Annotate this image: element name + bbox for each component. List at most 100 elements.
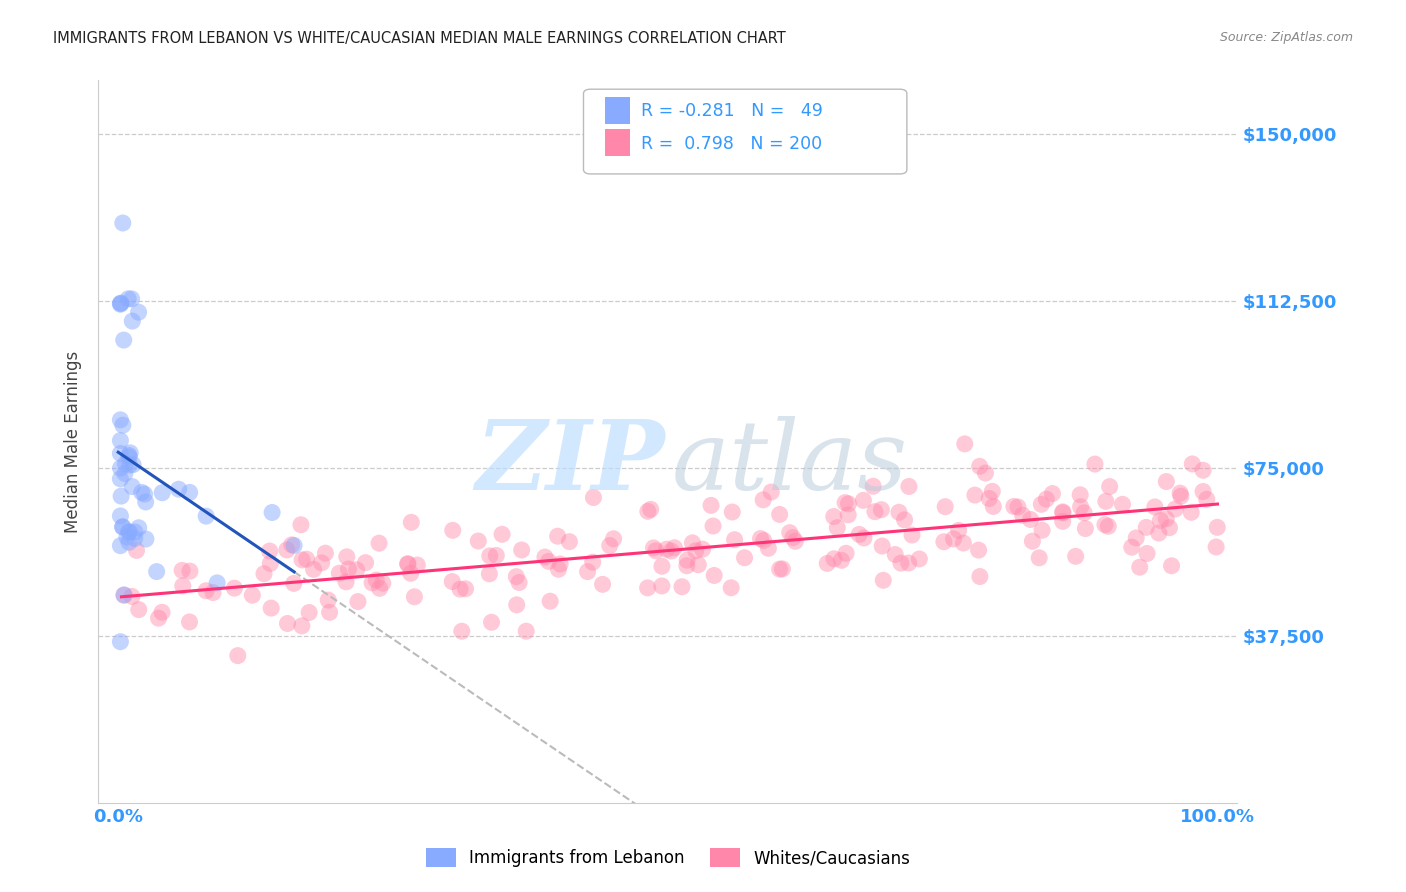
Point	[758, 541, 780, 556]
Point	[260, 601, 283, 615]
Point	[1064, 549, 1087, 564]
Legend: Immigrants from Lebanon, Whites/Caucasians: Immigrants from Lebanon, Whites/Caucasia…	[419, 841, 917, 874]
Point	[1192, 463, 1215, 477]
Point	[637, 504, 659, 518]
Point	[118, 458, 141, 472]
Point	[110, 508, 132, 523]
Point	[150, 605, 173, 619]
Point	[110, 446, 132, 460]
Point	[1074, 522, 1097, 536]
Point	[515, 624, 537, 639]
Point	[135, 532, 157, 546]
Point	[290, 517, 312, 532]
Point	[720, 581, 742, 595]
Point	[749, 532, 772, 546]
Point	[942, 532, 965, 546]
Text: atlas: atlas	[671, 417, 907, 510]
Point	[110, 539, 132, 553]
Point	[893, 513, 915, 527]
Point	[963, 488, 986, 502]
Point	[111, 216, 134, 230]
Point	[110, 489, 132, 503]
Point	[114, 457, 136, 471]
Point	[110, 461, 132, 475]
Point	[1097, 519, 1119, 533]
Point	[179, 485, 201, 500]
Point	[897, 556, 920, 570]
Point	[172, 579, 194, 593]
Point	[283, 576, 305, 591]
Point	[121, 314, 143, 328]
Point	[318, 605, 340, 619]
Point	[111, 418, 134, 433]
Point	[276, 616, 298, 631]
Point	[1156, 512, 1178, 526]
Point	[969, 459, 991, 474]
Point	[782, 531, 804, 545]
Point	[118, 450, 141, 464]
Point	[291, 553, 314, 567]
Point	[371, 576, 394, 591]
Point	[592, 577, 614, 591]
Point	[834, 496, 856, 510]
Point	[467, 534, 489, 549]
Point	[485, 549, 508, 563]
Point	[761, 485, 783, 500]
Point	[276, 543, 298, 558]
Point	[948, 524, 970, 538]
Point	[1156, 475, 1178, 489]
Point	[664, 541, 686, 555]
Point	[1160, 558, 1182, 573]
Point	[240, 588, 263, 602]
Point	[981, 500, 1004, 514]
Point	[769, 508, 792, 522]
Point	[1069, 488, 1091, 502]
Point	[336, 549, 359, 564]
Point	[1147, 526, 1170, 541]
Point	[835, 546, 858, 560]
Point	[396, 557, 419, 571]
Point	[195, 583, 218, 598]
Point	[870, 539, 893, 553]
Point	[259, 557, 281, 571]
Point	[721, 505, 744, 519]
Point	[346, 563, 368, 577]
Text: ZIP: ZIP	[475, 417, 665, 510]
Point	[643, 541, 665, 555]
Point	[1125, 531, 1147, 545]
Point	[450, 624, 472, 639]
Point	[934, 500, 956, 514]
Point	[491, 527, 513, 541]
Point	[401, 516, 423, 530]
Point	[128, 305, 150, 319]
Point	[1159, 521, 1181, 535]
Point	[676, 558, 699, 573]
Point	[1007, 500, 1029, 514]
Point	[1028, 550, 1050, 565]
Point	[682, 536, 704, 550]
Point	[328, 566, 350, 581]
Point	[112, 588, 135, 602]
Point	[830, 553, 852, 567]
Point	[734, 550, 756, 565]
Point	[148, 611, 170, 625]
Point	[848, 527, 870, 541]
Point	[112, 333, 135, 347]
Point	[837, 497, 859, 511]
Point	[547, 562, 569, 576]
Point	[361, 575, 384, 590]
Point	[262, 506, 284, 520]
Point	[1206, 520, 1229, 534]
Point	[508, 575, 530, 590]
Point	[901, 528, 924, 542]
Point	[335, 574, 357, 589]
Point	[537, 554, 560, 568]
Point	[506, 598, 529, 612]
Point	[195, 509, 218, 524]
Point	[110, 297, 132, 311]
Point	[558, 534, 581, 549]
Point	[110, 434, 132, 448]
Point	[723, 533, 745, 547]
Point	[884, 548, 907, 562]
Point	[145, 565, 167, 579]
